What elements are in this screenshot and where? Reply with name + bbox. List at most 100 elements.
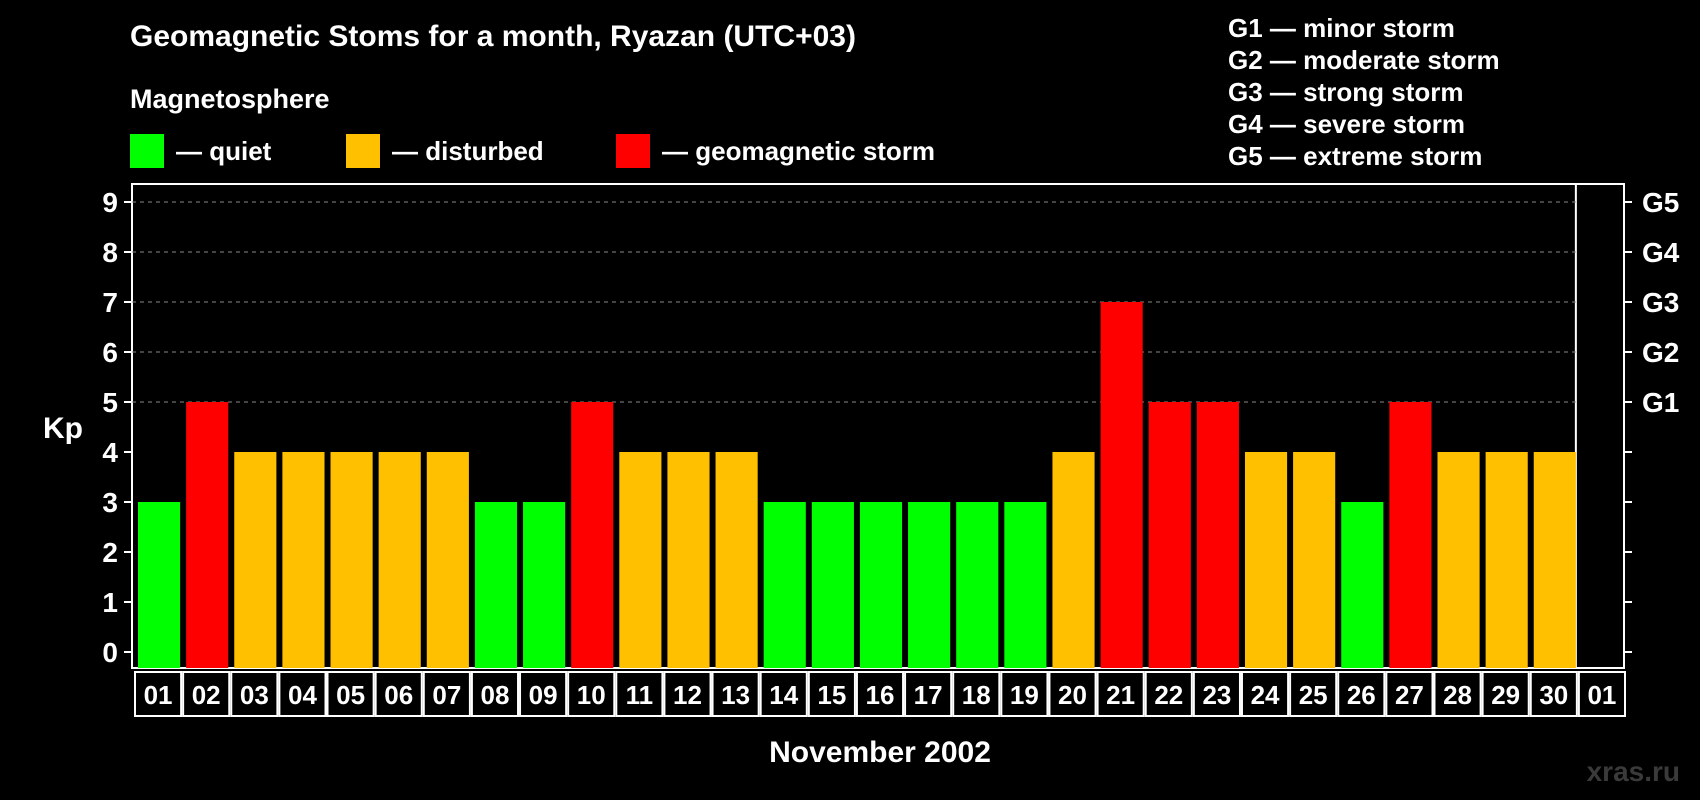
kp-bar <box>715 452 758 668</box>
kp-bar <box>330 452 373 668</box>
x-category-box <box>182 671 231 717</box>
legend-storm: — geomagnetic storm <box>616 134 935 168</box>
x-tick-label: 08 <box>481 680 510 710</box>
x-tick-label: 03 <box>240 680 269 710</box>
x-category-box <box>1096 671 1145 717</box>
g-legend-g4: G4 — severe storm <box>1228 109 1466 139</box>
x-category-box <box>134 671 183 717</box>
y-tick-label: 4 <box>102 437 118 468</box>
y-axis-label: Kp <box>43 412 83 445</box>
kp-bar <box>426 452 469 668</box>
g-scale-label: G4 <box>1642 237 1680 268</box>
x-tick-label: 20 <box>1058 680 1087 710</box>
kp-bar <box>811 502 854 668</box>
y-tick-label: 5 <box>102 387 118 418</box>
x-category-box <box>278 671 327 717</box>
x-category-box <box>1481 671 1530 717</box>
x-category-box <box>1337 671 1386 717</box>
legend-storm-label: — geomagnetic storm <box>662 135 936 166</box>
g-legend-g5: G5 — extreme storm <box>1228 141 1483 171</box>
kp-bar <box>859 502 903 668</box>
legend-disturbed-swatch <box>346 134 380 168</box>
y-tick-label: 3 <box>102 487 118 518</box>
y-tick-label: 1 <box>102 587 118 618</box>
legend-disturbed: — disturbed <box>346 134 544 168</box>
kp-bar <box>1341 502 1384 668</box>
x-tick-label: 04 <box>288 680 317 710</box>
kp-bar <box>1148 402 1191 668</box>
x-category-box <box>711 671 760 717</box>
x-category-box <box>904 671 953 717</box>
kp-bar <box>763 502 806 668</box>
kp-bar <box>571 402 614 668</box>
kp-bar <box>234 452 277 668</box>
x-category-box <box>1048 671 1097 717</box>
x-category-box <box>470 671 520 717</box>
legend-storm-swatch <box>616 134 650 168</box>
x-tick-label: 11 <box>626 680 654 710</box>
legend-quiet: — quiet <box>130 134 271 168</box>
x-tick-label: 26 <box>1347 680 1376 710</box>
x-tick-label: 30 <box>1539 680 1568 710</box>
kp-bar <box>186 402 229 668</box>
kp-bar <box>619 452 662 668</box>
watermark: xras.ru <box>1586 756 1680 787</box>
x-category-box <box>374 671 423 717</box>
x-category-box <box>1433 671 1482 717</box>
legend-disturbed-label: — disturbed <box>392 135 544 166</box>
y-tick-label: 9 <box>102 187 118 218</box>
kp-bar <box>956 502 999 668</box>
x-tick-label: 10 <box>577 680 606 710</box>
x-category-box <box>663 671 712 717</box>
x-tick-label: 18 <box>962 680 991 710</box>
x-category-box <box>1289 671 1338 717</box>
x-tick-label: 25 <box>1299 680 1328 710</box>
kp-bar <box>1533 452 1576 668</box>
x-category-box <box>952 671 1001 717</box>
kp-bar <box>908 502 951 668</box>
y-tick-label: 7 <box>102 287 118 318</box>
legend-quiet-swatch <box>130 134 164 168</box>
legend-quiet-label: — quiet <box>176 135 272 166</box>
x-category-box <box>759 671 808 717</box>
y-tick-label: 6 <box>102 337 118 368</box>
x-axis-label: November 2002 <box>769 736 991 769</box>
kp-bar <box>667 452 710 668</box>
kp-bar <box>1100 302 1143 668</box>
g-scale-label: G1 <box>1642 387 1679 418</box>
g-legend-g1: G1 — minor storm <box>1228 13 1455 43</box>
x-tick-label: 24 <box>1251 680 1280 710</box>
x-category-box <box>519 671 568 717</box>
x-tick-label: 27 <box>1395 680 1424 710</box>
x-category-box <box>422 671 471 717</box>
magnetosphere-label: Magnetosphere <box>130 84 330 114</box>
x-tick-label: 19 <box>1010 680 1039 710</box>
g-scale-legend: G1 — minor storm G2 — moderate storm G3 … <box>1228 12 1500 172</box>
x-category-box <box>1385 671 1434 717</box>
kp-bar <box>1052 452 1095 668</box>
kp-bar <box>378 452 421 668</box>
x-category-box <box>1000 671 1049 717</box>
x-tick-label: 21 <box>1106 680 1135 710</box>
kp-bar <box>1485 452 1528 668</box>
x-tick-label: 15 <box>817 680 846 710</box>
x-category-box <box>615 671 664 717</box>
x-tick-label: 16 <box>866 680 895 710</box>
x-tick-label: 13 <box>721 680 750 710</box>
kp-bar <box>138 502 181 668</box>
x-tick-label: 05 <box>336 680 365 710</box>
x-category-box <box>567 671 616 717</box>
x-tick-label: 12 <box>673 680 702 710</box>
y-tick-label: 8 <box>102 237 118 268</box>
x-tick-label: 07 <box>432 680 461 710</box>
x-category-box <box>1240 671 1290 717</box>
kp-bar <box>282 452 325 668</box>
g-legend-g3: G3 — strong storm <box>1228 77 1464 107</box>
x-tick-label: 22 <box>1154 680 1183 710</box>
g-scale-label: G2 <box>1642 337 1679 368</box>
kp-bar <box>1437 452 1480 668</box>
x-category-box <box>1192 671 1241 717</box>
kp-bar <box>1196 402 1239 668</box>
kp-bar <box>1244 452 1288 668</box>
